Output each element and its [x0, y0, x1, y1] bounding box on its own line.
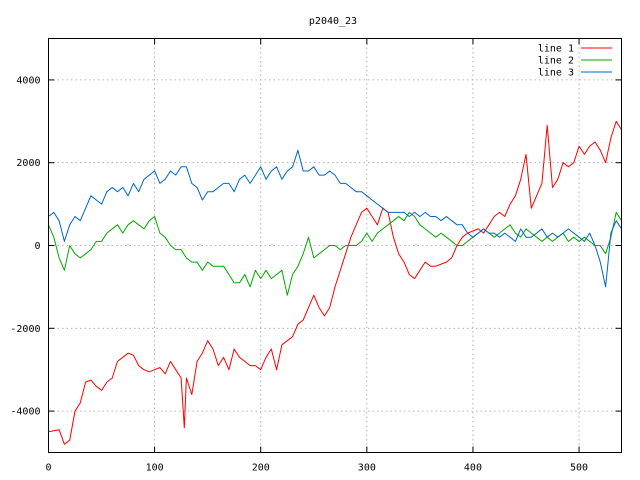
- x-tick-label: 500: [570, 463, 588, 474]
- x-tick-label: 200: [252, 463, 270, 474]
- series-line-2: [48, 211, 622, 296]
- y-tick-label: 0: [34, 241, 40, 252]
- x-tick-label: 100: [146, 463, 164, 474]
- x-tick-label: 400: [464, 463, 482, 474]
- legend-label-2: line 2: [538, 56, 574, 67]
- y-tick-label: 4000: [16, 75, 40, 86]
- y-tick-label: -2000: [10, 324, 40, 335]
- chart-title: p2040_23: [309, 16, 357, 27]
- legend-label-1: line 1: [538, 44, 574, 55]
- series-line-3: [48, 149, 622, 288]
- legend-label-3: line 3: [538, 68, 574, 79]
- grid-lines: [48, 38, 622, 453]
- y-tick-label: 2000: [16, 158, 40, 169]
- y-tick-label: -4000: [10, 407, 40, 418]
- axis-ticks: 0 100 200 300 400 500 -4000 -2000 0 2000 4000: [10, 38, 622, 474]
- x-tick-label: 300: [358, 463, 376, 474]
- plot-area-border: [48, 38, 622, 453]
- series-line-1: [48, 120, 622, 445]
- x-tick-label: 0: [45, 463, 51, 474]
- series-layer: [48, 120, 622, 445]
